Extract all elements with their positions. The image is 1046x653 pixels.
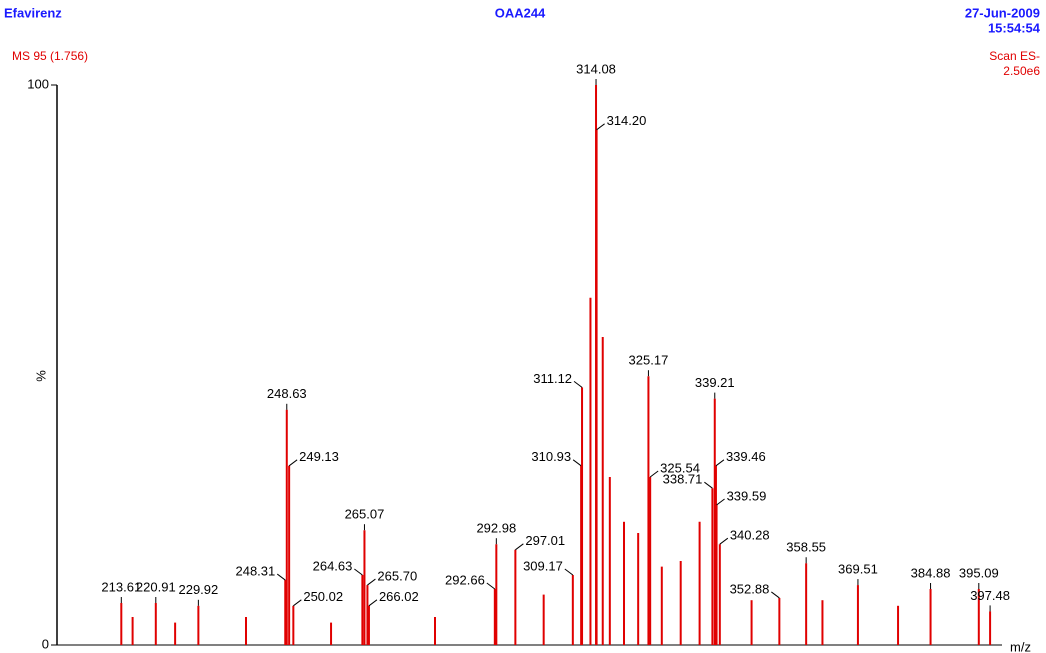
x-axis-label: m/z <box>1010 639 1031 653</box>
leader-line <box>572 459 582 467</box>
leader-line <box>704 481 713 489</box>
leader-line <box>288 459 298 467</box>
peak-label: 369.51 <box>838 562 878 577</box>
peak-label: 266.02 <box>379 589 419 604</box>
peak-label: 325.54 <box>660 460 700 475</box>
time: 15:54:54 <box>988 20 1041 35</box>
peak-label: 314.20 <box>607 113 647 128</box>
leader-line <box>771 591 780 599</box>
peak-label: 248.31 <box>235 563 275 578</box>
peak-label: 358.55 <box>786 540 826 555</box>
leader-line <box>716 498 725 506</box>
peak-label: 310.93 <box>531 449 571 464</box>
leader-line <box>715 459 725 467</box>
leader-line <box>649 470 659 478</box>
leader-line <box>515 543 524 551</box>
peak-label: 292.66 <box>445 572 485 587</box>
peak-label: 339.46 <box>726 449 766 464</box>
date: 27-Jun-2009 <box>965 5 1040 20</box>
chart-title: Efavirenz <box>4 5 62 20</box>
peak-label: 265.70 <box>377 569 417 584</box>
peak-label: 249.13 <box>299 449 339 464</box>
peak-label: 397.48 <box>970 588 1010 603</box>
y-tick-label: 100 <box>27 76 49 91</box>
y-tick-label: 0 <box>42 636 49 651</box>
peak-label: 340.28 <box>730 528 770 543</box>
sample-id: OAA244 <box>495 5 546 20</box>
peak-label: 297.01 <box>525 533 565 548</box>
peak-label: 325.17 <box>629 353 669 368</box>
scan-info: MS 95 (1.756) <box>12 49 88 63</box>
peak-label: 311.12 <box>533 371 572 386</box>
leader-line <box>354 568 363 576</box>
peak-label: 220.91 <box>136 579 176 594</box>
peak-label: 248.63 <box>267 386 307 401</box>
intensity: 2.50e6 <box>1003 64 1040 78</box>
leader-line <box>719 537 729 545</box>
peak-label: 338.71 <box>663 472 703 487</box>
peak-label: 339.21 <box>695 375 735 390</box>
scan-mode: Scan ES- <box>989 49 1040 63</box>
peak-label: 264.63 <box>313 558 353 573</box>
peak-label: 384.88 <box>911 565 951 580</box>
y-axis-label: % <box>33 370 48 382</box>
peak-label: 250.02 <box>303 589 343 604</box>
leader-line <box>596 123 605 131</box>
leader-line <box>368 599 378 607</box>
peak-label: 292.98 <box>476 521 516 536</box>
peak-label: 339.59 <box>727 488 767 503</box>
peak-label: 213.61 <box>101 579 141 594</box>
peak-label: 352.88 <box>730 581 770 596</box>
peak-label: 265.07 <box>345 507 385 522</box>
leader-line <box>276 573 286 581</box>
leader-line <box>293 599 302 607</box>
peak-label: 309.17 <box>523 558 563 573</box>
leader-line <box>367 578 376 586</box>
peak-label: 229.92 <box>178 582 218 597</box>
peak-label: 395.09 <box>959 565 999 580</box>
leader-line <box>564 568 574 576</box>
leader-line <box>486 582 496 590</box>
peak-label: 314.08 <box>576 61 616 76</box>
leader-line <box>573 380 583 388</box>
